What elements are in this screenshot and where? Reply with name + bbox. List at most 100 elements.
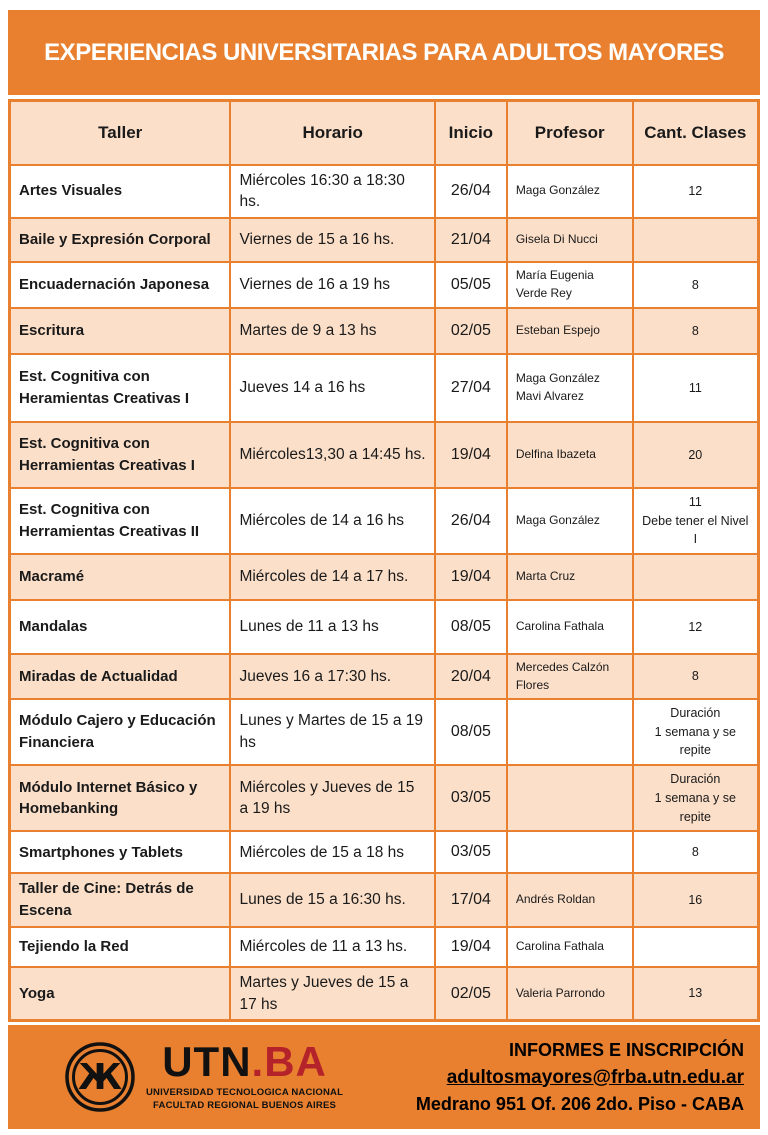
table-row: Módulo Internet Básico y Homebanking Mié… bbox=[8, 764, 760, 833]
logo-ba-text: .BA bbox=[251, 1038, 327, 1086]
cell-profesor bbox=[505, 697, 634, 767]
table-row: Macramé Miércoles de 14 a 17 hs. 19/04 M… bbox=[8, 553, 760, 602]
cell-profesor: Marta Cruz bbox=[505, 553, 634, 602]
utn-logo: Ж UTN.BA UNIVERSIDAD TECNOLOGICA NACIONA… bbox=[64, 1041, 343, 1113]
col-header-inicio: Inicio bbox=[433, 99, 508, 166]
cell-profesor: Maga González bbox=[505, 486, 634, 556]
table-row: Est. Cognitiva con Herramientas Creativa… bbox=[8, 420, 760, 489]
table-row: Módulo Cajero y Educación Financiera Lun… bbox=[8, 697, 760, 767]
contact-email-link[interactable]: adultosmayores@frba.utn.edu.ar bbox=[446, 1066, 744, 1088]
table-header-row: Taller Horario Inicio Profesor Cant. Cla… bbox=[8, 99, 760, 166]
logo-subline-2: FACULTAD REGIONAL BUENOS AIRES bbox=[153, 1100, 337, 1112]
cell-inicio: 26/04 bbox=[433, 486, 508, 556]
cell-taller: Est. Cognitiva con Herramientas Creativa… bbox=[8, 420, 232, 489]
cell-horario: Jueves 16 a 17:30 hs. bbox=[229, 653, 436, 700]
table-row: Baile y Expresión Corporal Viernes de 15… bbox=[8, 216, 760, 263]
cell-cant-clases: 8 bbox=[631, 260, 760, 309]
col-header-profesor: Profesor bbox=[505, 99, 634, 166]
cell-horario: Miércoles13,30 a 14:45 hs. bbox=[229, 420, 436, 489]
cell-profesor: Andrés Roldan bbox=[505, 872, 634, 928]
col-header-taller: Taller bbox=[8, 99, 232, 166]
cell-inicio: 03/05 bbox=[433, 830, 508, 875]
page-title: EXPERIENCIAS UNIVERSITARIAS PARA ADULTOS… bbox=[44, 38, 724, 66]
cell-horario: Miércoles 16:30 a 18:30 hs. bbox=[229, 163, 436, 219]
cell-taller: Smartphones y Tablets bbox=[8, 830, 232, 875]
workshops-table: Taller Horario Inicio Profesor Cant. Cla… bbox=[8, 99, 760, 1023]
cell-cant-clases: Duración 1 semana y se repite bbox=[631, 764, 760, 833]
cell-profesor: Mercedes Calzón Flores bbox=[505, 653, 634, 700]
cell-profesor bbox=[505, 764, 634, 833]
cell-profesor: Esteban Espejo bbox=[505, 306, 634, 355]
cell-taller: Est. Cognitiva con Herramientas Creativa… bbox=[8, 486, 232, 556]
cell-horario: Martes y Jueves de 15 a 17 hs bbox=[229, 965, 436, 1022]
contact-address: Medrano 951 Of. 206 2do. Piso - CABA bbox=[415, 1094, 744, 1115]
cell-horario: Miércoles de 11 a 13 hs. bbox=[229, 925, 436, 968]
cell-inicio: 19/04 bbox=[433, 420, 508, 489]
cell-taller: Taller de Cine: Detrás de Escena bbox=[8, 872, 232, 928]
table-row: Taller de Cine: Detrás de Escena Lunes d… bbox=[8, 872, 760, 928]
table-row: Mandalas Lunes de 11 a 13 hs 08/05 Carol… bbox=[8, 599, 760, 656]
cell-inicio: 19/04 bbox=[433, 553, 508, 602]
contact-title: INFORMES E INSCRIPCIÓN bbox=[508, 1040, 744, 1061]
table-row: Encuadernación Japonesa Viernes de 16 a … bbox=[8, 260, 760, 309]
cell-profesor: Carolina Fathala bbox=[505, 925, 634, 968]
table-row: Miradas de Actualidad Jueves 16 a 17:30 … bbox=[8, 653, 760, 700]
cell-profesor bbox=[505, 830, 634, 875]
cell-cant-clases: Duración 1 semana y se repite bbox=[631, 697, 760, 767]
contact-block: INFORMES E INSCRIPCIÓN adultosmayores@fr… bbox=[416, 1037, 744, 1117]
cell-profesor: Carolina Fathala bbox=[505, 599, 634, 656]
cell-inicio: 05/05 bbox=[433, 260, 508, 309]
cell-taller: Tejiendo la Red bbox=[8, 925, 232, 968]
cell-cant-clases: 16 bbox=[631, 872, 760, 928]
logo-utn-text: UTN bbox=[162, 1038, 252, 1086]
cell-taller: Yoga bbox=[8, 965, 232, 1022]
cell-cant-clases: 12 bbox=[631, 599, 760, 656]
table-row: Escritura Martes de 9 a 13 hs 02/05 Este… bbox=[8, 306, 760, 355]
cell-taller: Módulo Internet Básico y Homebanking bbox=[8, 764, 232, 833]
cell-horario: Viernes de 16 a 19 hs bbox=[229, 260, 436, 309]
cell-taller: Miradas de Actualidad bbox=[8, 653, 232, 700]
cell-cant-clases: 20 bbox=[631, 420, 760, 489]
cell-cant-clases bbox=[631, 553, 760, 602]
cell-profesor: Maga González Mavi Alvarez bbox=[505, 352, 634, 423]
table-row: Est. Cognitiva con Heramientas Creativas… bbox=[8, 352, 760, 423]
cell-horario: Lunes de 11 a 13 hs bbox=[229, 599, 436, 656]
cell-taller: Macramé bbox=[8, 553, 232, 602]
cell-profesor: María Eugenia Verde Rey bbox=[505, 260, 634, 309]
svg-text:Ж: Ж bbox=[78, 1057, 122, 1098]
cell-inicio: 08/05 bbox=[433, 697, 508, 767]
cell-horario: Miércoles de 15 a 18 hs bbox=[229, 830, 436, 875]
cell-cant-clases bbox=[631, 216, 760, 263]
cell-inicio: 26/04 bbox=[433, 163, 508, 219]
cell-inicio: 03/05 bbox=[433, 764, 508, 833]
cell-horario: Martes de 9 a 13 hs bbox=[229, 306, 436, 355]
cell-taller: Baile y Expresión Corporal bbox=[8, 216, 232, 263]
table-row: Smartphones y Tablets Miércoles de 15 a … bbox=[8, 830, 760, 875]
cell-taller: Módulo Cajero y Educación Financiera bbox=[8, 697, 232, 767]
col-header-horario: Horario bbox=[229, 99, 436, 166]
banner: EXPERIENCIAS UNIVERSITARIAS PARA ADULTOS… bbox=[8, 10, 760, 95]
cell-horario: Miércoles de 14 a 16 hs bbox=[229, 486, 436, 556]
cell-profesor: Valeria Parrondo bbox=[505, 965, 634, 1022]
cell-cant-clases: 8 bbox=[631, 653, 760, 700]
cell-inicio: 08/05 bbox=[433, 599, 508, 656]
cell-inicio: 02/05 bbox=[433, 965, 508, 1022]
table-row: Est. Cognitiva con Herramientas Creativa… bbox=[8, 486, 760, 556]
utn-emblem-icon: Ж bbox=[65, 1042, 135, 1113]
cell-horario: Viernes de 15 a 16 hs. bbox=[229, 216, 436, 263]
col-header-cant-clases: Cant. Clases bbox=[631, 99, 760, 166]
cell-horario: Miércoles de 14 a 17 hs. bbox=[229, 553, 436, 602]
cell-inicio: 20/04 bbox=[433, 653, 508, 700]
cell-taller: Artes Visuales bbox=[8, 163, 232, 219]
cell-cant-clases: 11 bbox=[631, 352, 760, 423]
table-row: Yoga Martes y Jueves de 15 a 17 hs 02/05… bbox=[8, 965, 760, 1022]
cell-inicio: 17/04 bbox=[433, 872, 508, 928]
cell-cant-clases: 12 bbox=[631, 163, 760, 219]
utn-logotype: UTN.BA UNIVERSIDAD TECNOLOGICA NACIONAL … bbox=[146, 1041, 343, 1113]
cell-inicio: 19/04 bbox=[433, 925, 508, 968]
cell-cant-clases: 13 bbox=[631, 965, 760, 1022]
cell-inicio: 27/04 bbox=[433, 352, 508, 423]
table-row: Tejiendo la Red Miércoles de 11 a 13 hs.… bbox=[8, 925, 760, 968]
cell-horario: Lunes de 15 a 16:30 hs. bbox=[229, 872, 436, 928]
